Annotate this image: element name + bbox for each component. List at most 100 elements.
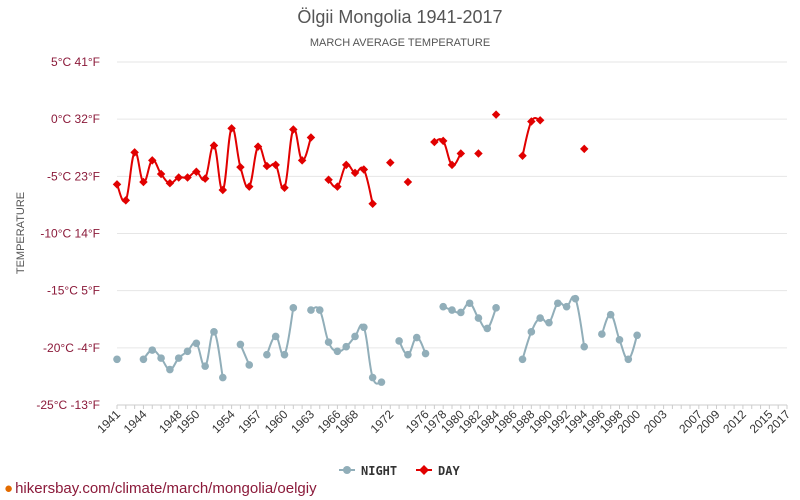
legend-item-night[interactable]: NIGHT [339,464,397,478]
data-point-night[interactable] [280,350,289,359]
data-point-night[interactable] [342,342,351,351]
y-tick-label: -10°C 14°F [40,227,100,241]
data-point-night[interactable] [492,304,500,312]
data-point-night[interactable] [377,378,386,386]
data-point-day[interactable] [447,160,457,170]
data-point-day[interactable] [430,137,439,147]
data-point-day[interactable] [341,160,351,170]
data-point-night[interactable] [157,354,165,362]
data-point-day[interactable] [518,151,527,160]
data-point-night[interactable] [580,342,589,351]
data-point-night[interactable] [404,350,412,359]
data-point-night[interactable] [483,324,492,333]
data-point-day[interactable] [139,177,148,187]
data-point-night[interactable] [307,306,315,314]
data-point-night[interactable] [562,302,571,311]
data-point-night[interactable] [271,332,280,341]
data-point-day[interactable] [350,168,360,178]
data-point-day[interactable] [359,165,369,174]
data-point-night[interactable] [457,308,465,317]
data-point-night[interactable] [465,299,474,308]
data-point-day[interactable] [280,183,289,193]
data-point-night[interactable] [174,354,183,362]
data-point-day[interactable] [491,110,501,119]
data-point-night[interactable] [263,350,271,359]
legend-item-day[interactable]: DAY [416,464,460,478]
x-tick-label: 1944 [121,407,150,436]
data-point-night[interactable] [218,373,227,382]
data-point-day[interactable] [297,156,307,165]
data-point-night[interactable] [245,361,254,369]
data-point-day[interactable] [200,174,210,183]
legend-day-marker [419,465,429,475]
data-point-day[interactable] [148,156,157,165]
data-point-night[interactable] [368,373,377,382]
data-point-night[interactable] [183,347,192,356]
data-point-day[interactable] [174,173,183,182]
data-point-night[interactable] [527,328,536,336]
data-point-day[interactable] [112,180,122,189]
data-point-day[interactable] [236,162,245,172]
data-point-day[interactable] [262,161,272,171]
data-point-night[interactable] [412,333,421,342]
data-point-night[interactable] [474,314,483,322]
data-point-night[interactable] [545,318,553,327]
data-point-night[interactable] [192,339,201,348]
data-point-night[interactable] [148,346,157,354]
data-point-day[interactable] [209,141,219,150]
data-point-night[interactable] [571,294,580,303]
data-point-day[interactable] [165,178,175,188]
data-point-night[interactable] [598,330,606,338]
data-point-night[interactable] [139,355,148,364]
data-point-night[interactable] [166,365,174,374]
data-point-night[interactable] [615,336,624,344]
data-point-night[interactable] [421,349,430,358]
data-point-night[interactable] [518,355,527,364]
data-point-day[interactable] [244,182,254,191]
data-point-day[interactable] [218,185,228,195]
data-point-day[interactable] [579,144,589,154]
data-point-day[interactable] [386,158,395,167]
data-point-night[interactable] [606,310,615,319]
data-point-night[interactable] [448,306,456,314]
data-point-day[interactable] [324,175,333,185]
data-point-day[interactable] [456,149,466,158]
data-point-night[interactable] [333,347,342,356]
data-point-night[interactable] [536,314,544,322]
data-point-day[interactable] [271,160,280,170]
data-point-day[interactable] [121,196,131,205]
data-point-night[interactable] [324,338,333,346]
data-point-day[interactable] [368,199,377,209]
data-point-day[interactable] [333,182,342,191]
data-point-night[interactable] [360,323,368,332]
data-point-day[interactable] [130,148,139,157]
data-point-night[interactable] [210,328,218,336]
data-point-night[interactable] [351,332,359,341]
data-point-night[interactable] [201,362,209,370]
data-point-night[interactable] [553,299,562,308]
data-point-day[interactable] [438,136,448,146]
series-night [113,294,641,386]
data-point-day[interactable] [156,169,166,179]
data-point-night[interactable] [633,331,641,340]
data-point-day[interactable] [289,125,298,134]
data-point-night[interactable] [624,355,633,364]
data-point-day[interactable] [403,177,413,187]
data-point-day[interactable] [535,116,545,125]
data-point-day[interactable] [183,173,192,182]
series-line [521,295,586,360]
data-point-night[interactable] [439,302,447,311]
source-footer[interactable]: ● hikersbay.com/climate/march/mongolia/oe… [4,480,317,497]
x-tick-label: 2012 [720,407,749,436]
data-point-day[interactable] [227,124,236,133]
x-tick-label: 1963 [288,407,317,436]
data-point-night[interactable] [236,340,245,349]
data-point-day[interactable] [192,167,201,177]
data-point-night[interactable] [395,337,403,345]
data-point-night[interactable] [289,304,298,312]
data-point-night[interactable] [315,306,324,314]
y-tick-label: -20°C -4°F [43,341,100,355]
data-point-night[interactable] [113,355,121,364]
data-point-day[interactable] [306,133,316,142]
data-point-day[interactable] [474,149,483,158]
